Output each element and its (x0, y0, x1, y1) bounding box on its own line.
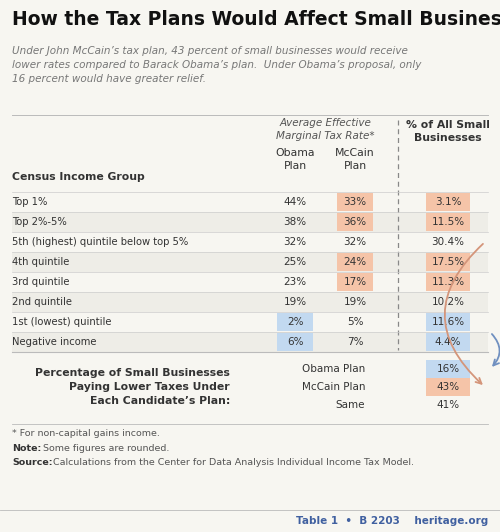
Text: Same: Same (336, 400, 365, 410)
Text: 41%: 41% (436, 400, 460, 410)
Bar (277, 333, 313, 351)
Text: 36%: 36% (344, 217, 366, 227)
Bar (12, 332, 488, 352)
Text: Source:: Source: (12, 458, 52, 467)
Text: 3rd quintile: 3rd quintile (12, 277, 70, 287)
Text: Top 1%: Top 1% (12, 197, 48, 207)
Text: 7%: 7% (347, 337, 363, 347)
Bar (426, 333, 470, 351)
Text: 17.5%: 17.5% (432, 257, 464, 267)
Bar (426, 396, 470, 414)
Text: McCain Plan: McCain Plan (302, 382, 365, 392)
Text: Top 2%-5%: Top 2%-5% (12, 217, 67, 227)
Text: Negative income: Negative income (12, 337, 96, 347)
Text: Some figures are rounded.: Some figures are rounded. (40, 444, 170, 453)
Text: 32%: 32% (344, 237, 366, 247)
Bar (426, 213, 470, 231)
Text: 43%: 43% (436, 382, 460, 392)
Bar (426, 253, 470, 271)
Bar (12, 292, 488, 312)
Text: Obama Plan: Obama Plan (302, 364, 365, 374)
Text: Table 1  •  B 2203    heritage.org: Table 1 • B 2203 heritage.org (296, 516, 488, 526)
Text: Obama
Plan: Obama Plan (275, 148, 315, 171)
Text: McCain
Plan: McCain Plan (335, 148, 375, 171)
Text: Calculations from the Center for Data Analysis Individual Income Tax Model.: Calculations from the Center for Data An… (50, 458, 414, 467)
Bar (426, 193, 470, 211)
Text: 44%: 44% (284, 197, 306, 207)
Text: 32%: 32% (284, 237, 306, 247)
Text: 6%: 6% (287, 337, 303, 347)
Bar (337, 253, 373, 271)
Text: Note:: Note: (12, 444, 41, 453)
Text: 38%: 38% (284, 217, 306, 227)
Bar (426, 273, 470, 291)
Text: 19%: 19% (344, 297, 366, 307)
Text: 25%: 25% (284, 257, 306, 267)
Text: 10.2%: 10.2% (432, 297, 464, 307)
Text: 23%: 23% (284, 277, 306, 287)
Text: 2%: 2% (287, 317, 303, 327)
Text: 17%: 17% (344, 277, 366, 287)
Bar (337, 193, 373, 211)
Text: 5%: 5% (347, 317, 363, 327)
Bar (12, 212, 488, 232)
Text: How the Tax Plans Would Affect Small Businesses: How the Tax Plans Would Affect Small Bus… (12, 10, 500, 29)
Text: 30.4%: 30.4% (432, 237, 464, 247)
Text: 11.6%: 11.6% (432, 317, 464, 327)
Bar (426, 313, 470, 331)
Text: Census Income Group: Census Income Group (12, 172, 145, 182)
Text: * For non-capital gains income.: * For non-capital gains income. (12, 429, 160, 438)
Text: 4.4%: 4.4% (435, 337, 461, 347)
Text: 5th (highest) quintile below top 5%: 5th (highest) quintile below top 5% (12, 237, 188, 247)
Text: % of All Small
Businesses: % of All Small Businesses (406, 120, 490, 143)
Bar (426, 378, 470, 396)
Text: Percentage of Small Businesses
Paying Lower Taxes Under
Each Candidate’s Plan:: Percentage of Small Businesses Paying Lo… (35, 368, 230, 406)
Text: 11.3%: 11.3% (432, 277, 464, 287)
Text: 11.5%: 11.5% (432, 217, 464, 227)
Bar (12, 252, 488, 272)
Text: Under John McCain’s tax plan, 43 percent of small businesses would receive
lower: Under John McCain’s tax plan, 43 percent… (12, 46, 422, 84)
Text: 1st (lowest) quintile: 1st (lowest) quintile (12, 317, 112, 327)
Bar (337, 273, 373, 291)
Text: 4th quintile: 4th quintile (12, 257, 70, 267)
Bar (426, 360, 470, 378)
Text: 16%: 16% (436, 364, 460, 374)
Text: 24%: 24% (344, 257, 366, 267)
Bar (337, 213, 373, 231)
Text: 3.1%: 3.1% (435, 197, 461, 207)
Text: 19%: 19% (284, 297, 306, 307)
Text: 33%: 33% (344, 197, 366, 207)
Text: 2nd quintile: 2nd quintile (12, 297, 72, 307)
Text: Average Effective
Marginal Tax Rate*: Average Effective Marginal Tax Rate* (276, 118, 374, 141)
Bar (277, 313, 313, 331)
